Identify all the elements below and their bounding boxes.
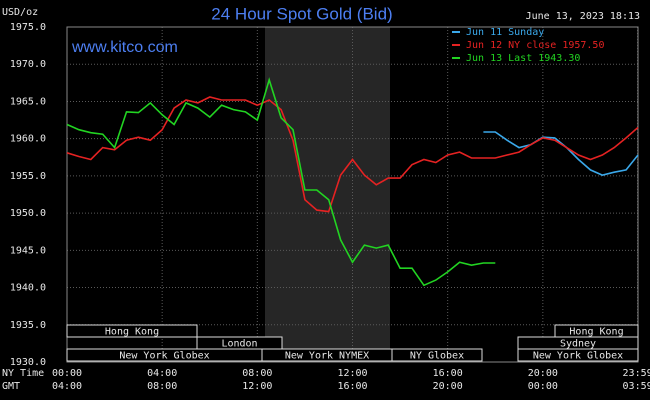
gmt-tick-label: 03:59 (623, 381, 650, 392)
x-tick-label: 23:59 (623, 368, 650, 379)
unit-label: USD/oz (2, 7, 38, 18)
session-box (391, 348, 483, 362)
series-line (483, 131, 639, 176)
x-tick-label: 00:00 (52, 368, 82, 379)
plot-frame (66, 26, 639, 363)
x-tick-label: 12:00 (337, 368, 367, 379)
session-label: New York Globex (119, 351, 209, 362)
session-box (517, 348, 639, 362)
x-axis-label-2: GMT (2, 381, 20, 392)
gmt-tick-label: 20:00 (433, 381, 463, 392)
session-label: Hong Kong (105, 327, 159, 338)
nymex-shade (265, 27, 390, 362)
y-tick-label: 1975.0 (10, 22, 46, 33)
series-line (66, 77, 496, 287)
x-tick-label: 16:00 (433, 368, 463, 379)
x-tick-label: 08:00 (242, 368, 272, 379)
y-tick-label: 1935.0 (10, 320, 46, 331)
y-tick-label: 1965.0 (10, 96, 46, 107)
series-line (66, 96, 639, 213)
y-tick-label: 1955.0 (10, 171, 46, 182)
y-tick-label: 1940.0 (10, 283, 46, 294)
session-box (66, 324, 198, 338)
y-tick-label: 1960.0 (10, 134, 46, 145)
website: www.kitco.com (71, 39, 178, 56)
timestamp: June 13, 2023 18:13 (526, 11, 640, 22)
gmt-tick-label: 08:00 (147, 381, 177, 392)
session-label: New York NYMEX (285, 351, 369, 362)
plot-area: 1930.0 1935.0 1940.0 1945.0 1950.0 1955.0 1960… (10, 22, 650, 392)
session-label: Sydney (560, 339, 596, 350)
gmt-tick-label: 12:00 (242, 381, 272, 392)
gmt-tick-label: 04:00 (52, 381, 82, 392)
session-label: London (221, 339, 257, 350)
y-tick-label: 1945.0 (10, 245, 46, 256)
y-tick-label: 1950.0 (10, 208, 46, 219)
x-tick-label: 20:00 (528, 368, 558, 379)
gmt-tick-label: 00:00 (528, 381, 558, 392)
legend-label: Jun 12 NY close 1957.50 (466, 40, 604, 51)
session-box (554, 324, 639, 338)
session-label: New York Globex (533, 351, 623, 362)
chart-title: 24 Hour Spot Gold (Bid) (211, 4, 392, 23)
legend-label: Jun 11 Sunday (466, 27, 544, 38)
x-tick-label: 04:00 (147, 368, 177, 379)
y-tick-label: 1970.0 (10, 59, 46, 70)
session-label: Hong Kong (569, 327, 623, 338)
x-axis-label: NY Time (2, 368, 44, 379)
legend-label: Jun 13 Last 1943.30 (466, 53, 580, 64)
gmt-tick-label: 16:00 (337, 381, 367, 392)
y-tick-label: 1930.0 (10, 357, 46, 368)
session-label: NY Globex (410, 351, 464, 362)
